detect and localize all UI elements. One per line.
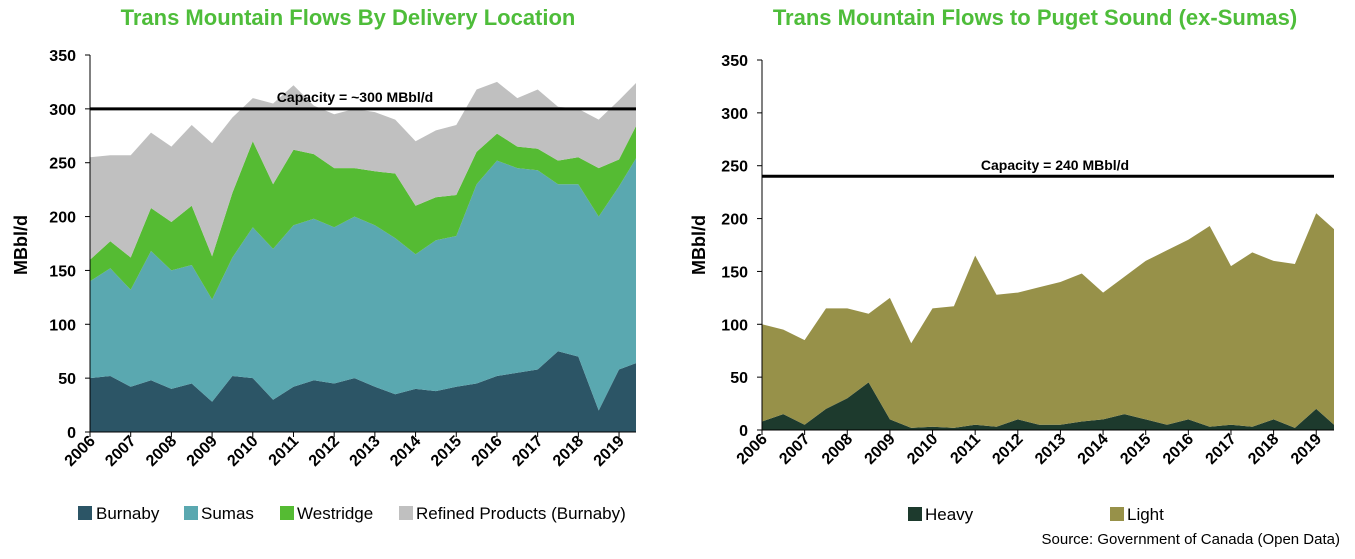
chart-title: Trans Mountain Flows to Puget Sound (ex-…: [773, 5, 1297, 30]
series-area-sumas: [90, 158, 636, 411]
legend-swatch-light: [1110, 507, 1124, 521]
chart-puget-sound: Trans Mountain Flows to Puget Sound (ex-…: [689, 5, 1340, 548]
y-tick-label: 300: [721, 106, 748, 123]
legend-label-heavy: Heavy: [925, 505, 974, 524]
x-tick-label: 2013: [347, 433, 384, 470]
chart-title: Trans Mountain Flows By Delivery Locatio…: [121, 5, 576, 30]
x-tick-label: 2012: [989, 431, 1026, 468]
x-tick-label: 2016: [469, 433, 506, 470]
capacity-label: Capacity = ~300 MBbl/d: [277, 89, 433, 105]
series-area-heavy: [762, 382, 1334, 430]
y-tick-label: 50: [730, 370, 748, 387]
area-layer: [762, 213, 1334, 430]
y-tick-label: 150: [49, 263, 76, 280]
legend-label-light: Light: [1127, 505, 1164, 524]
y-axis-label: MBbl/d: [689, 215, 709, 275]
x-tick-label: 2014: [387, 433, 424, 470]
y-tick-label: 0: [67, 425, 76, 442]
x-tick-label: 2010: [224, 433, 261, 470]
series-area-light: [762, 213, 1334, 428]
series-area-burnaby: [90, 351, 636, 432]
y-tick-label: 250: [721, 159, 748, 176]
y-axis-label: MBbl/d: [11, 215, 31, 275]
series-area-westridge: [90, 126, 636, 300]
y-tick-label: 250: [49, 156, 76, 173]
x-tick-label: 2007: [776, 431, 813, 468]
y-tick-label: 200: [49, 210, 76, 227]
y-tick-label: 350: [49, 48, 76, 65]
x-tick-label: 2018: [1245, 431, 1282, 468]
x-tick-label: 2015: [1117, 431, 1154, 468]
legend-swatch-heavy: [908, 507, 922, 521]
x-tick-label: 2017: [1203, 431, 1240, 468]
legend-swatch-burnaby: [78, 506, 92, 520]
chart-delivery-location: Trans Mountain Flows By Delivery Locatio…: [11, 5, 636, 523]
legend-swatch-westridge: [280, 506, 294, 520]
legend-swatch-sumas: [184, 506, 198, 520]
x-tick-label: 2012: [306, 433, 343, 470]
y-tick-label: 0: [739, 423, 748, 440]
x-tick-label: 2008: [819, 431, 856, 468]
x-tick-label: 2009: [862, 431, 899, 468]
x-tick-label: 2009: [184, 433, 221, 470]
series-area-refined-products-burnaby: [90, 81, 636, 260]
x-tick-label: 2018: [550, 433, 587, 470]
legend-label-refined: Refined Products (Burnaby): [416, 504, 626, 523]
x-tick-label: 2010: [904, 431, 941, 468]
legend-label-westridge: Westridge: [297, 504, 373, 523]
x-tick-label: 2007: [102, 433, 139, 470]
x-tick-label: 2014: [1075, 431, 1112, 468]
legend: Heavy Light: [908, 505, 1164, 524]
x-tick-label: 2011: [266, 433, 303, 470]
legend-swatch-refined: [399, 506, 413, 520]
y-tick-label: 200: [721, 212, 748, 229]
legend: Burnaby Sumas Westridge Refined Products…: [78, 504, 626, 523]
x-tick-label: 2011: [947, 431, 984, 468]
x-tick-label: 2015: [428, 433, 465, 470]
y-tick-label: 350: [721, 53, 748, 70]
y-tick-label: 300: [49, 102, 76, 119]
y-tick-label: 100: [49, 317, 76, 334]
legend-label-burnaby: Burnaby: [96, 504, 160, 523]
source-note: Source: Government of Canada (Open Data): [1042, 531, 1341, 548]
capacity-label: Capacity = 240 MBbl/d: [981, 157, 1129, 173]
y-tick-label: 50: [58, 371, 76, 388]
x-tick-label: 2019: [1288, 431, 1325, 468]
x-tick-label: 2008: [143, 433, 180, 470]
x-tick-label: 2017: [509, 433, 546, 470]
x-tick-label: 2016: [1160, 431, 1197, 468]
x-tick-label: 2013: [1032, 431, 1069, 468]
y-tick-label: 100: [721, 317, 748, 334]
x-tick-label: 2019: [591, 433, 628, 470]
legend-label-sumas: Sumas: [201, 504, 254, 523]
area-layer: [90, 81, 636, 432]
y-tick-label: 150: [721, 264, 748, 281]
